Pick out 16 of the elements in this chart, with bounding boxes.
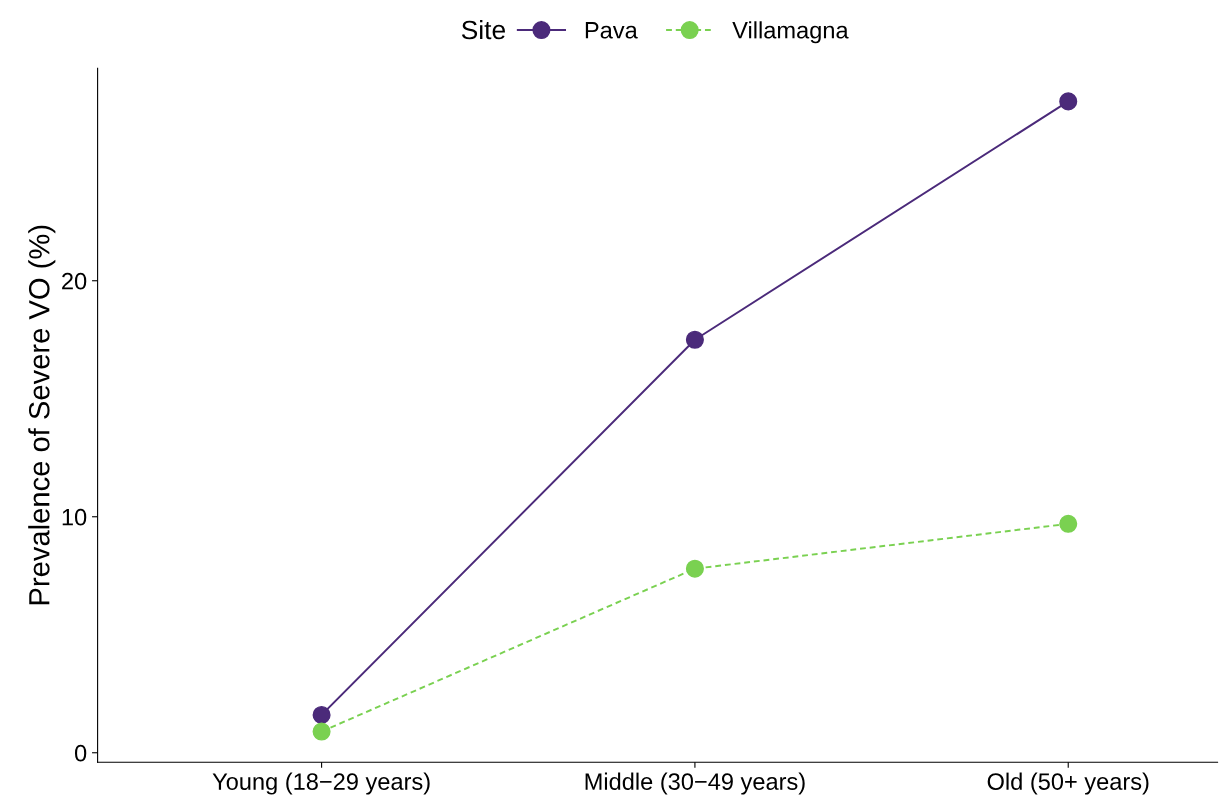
point [312, 722, 331, 741]
x-tick-label: Young (18−29 years) [212, 772, 430, 795]
y-axis-title: Prevalence of Severe VO (%) [28, 225, 56, 605]
legend-label: Villamagna [732, 21, 849, 44]
legend-title: Site [461, 19, 505, 40]
x-tick-label: Middle (30−49 years) [585, 772, 805, 795]
point [685, 559, 704, 578]
point [1059, 92, 1078, 111]
point [312, 705, 331, 725]
x-tick-label: Old (50+ years) [987, 772, 1149, 795]
y-tick-label: 10 [62, 508, 87, 526]
point [685, 330, 704, 349]
legend-label: Pava [585, 22, 638, 39]
y-tick-label: 0 [74, 744, 87, 762]
point [1059, 514, 1078, 533]
y-tick-label: 20 [62, 272, 87, 290]
